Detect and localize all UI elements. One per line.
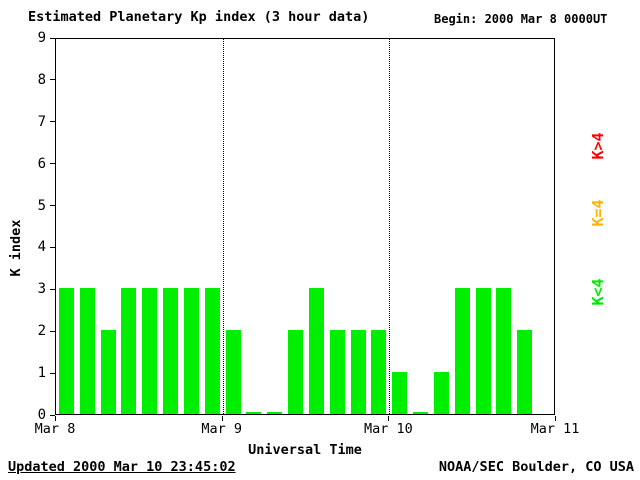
x-tick-label: Mar 8 [34, 421, 76, 437]
x-tick-mark [221, 416, 223, 421]
y-tick-label: 8 [37, 71, 46, 88]
y-tick-label: 3 [37, 281, 46, 298]
y-tick-mark [50, 288, 55, 290]
y-tick-mark [50, 246, 55, 248]
kp-bar [454, 288, 470, 414]
plot-area [55, 38, 555, 415]
kp-bar [79, 288, 95, 414]
y-tick-label: 2 [37, 323, 46, 340]
y-tick-mark [50, 121, 55, 123]
x-tick-mark [55, 416, 56, 421]
y-tick-mark [50, 205, 55, 207]
kp-bar [163, 288, 179, 414]
day-boundary-gridline [222, 39, 224, 414]
x-tick-mark [555, 416, 556, 421]
kp-bar [496, 288, 512, 414]
y-tick-mark [50, 330, 55, 332]
legend-k-equal-4: K=4 [589, 199, 607, 227]
kp-bar [413, 411, 429, 414]
y-tick-label: 6 [37, 155, 46, 172]
x-axis-label: Universal Time [248, 442, 362, 458]
kp-bar [288, 330, 304, 414]
kp-bar [58, 288, 74, 414]
x-tick-label: Mar 10 [363, 421, 413, 437]
kp-bar [183, 288, 199, 414]
y-tick-label: 7 [37, 113, 46, 130]
y-tick-label: 5 [37, 197, 46, 214]
y-tick-label: 1 [37, 365, 46, 382]
kp-bar [142, 288, 158, 414]
y-tick-mark [50, 372, 55, 374]
y-tick-mark [50, 163, 55, 165]
kp-bar [225, 330, 241, 414]
y-tick-mark [50, 414, 55, 416]
kp-bar [350, 330, 366, 414]
legend-k-above-4: K>4 [589, 132, 607, 160]
kp-bar [308, 288, 324, 414]
x-tick-mark [388, 416, 390, 421]
y-tick-label: 4 [37, 239, 46, 256]
x-tick-label: Mar 11 [530, 421, 580, 437]
y-tick-mark [50, 37, 55, 39]
source-credit: NOAA/SEC Boulder, CO USA [438, 459, 634, 475]
day-boundary-gridline [389, 39, 391, 414]
x-tick-label: Mar 9 [201, 421, 242, 437]
kp-bar [246, 411, 262, 414]
y-tick-label: 0 [37, 407, 46, 423]
y-tick-mark [50, 79, 55, 81]
kp-bar [517, 330, 533, 414]
kp-bar [100, 330, 116, 414]
kp-bar [392, 372, 408, 414]
kp-bar [329, 330, 345, 414]
kp-bar [121, 288, 137, 414]
kp-bar [475, 288, 491, 414]
kp-bar [204, 288, 220, 414]
begin-timestamp: Begin: 2000 Mar 8 0000UT [434, 12, 608, 26]
y-tick-label: 9 [37, 30, 46, 46]
kp-bar [433, 372, 449, 414]
chart-title: Estimated Planetary Kp index (3 hour dat… [28, 9, 370, 25]
kp-bar [267, 411, 283, 414]
legend-k-below-4: K<4 [589, 278, 607, 306]
updated-timestamp: Updated 2000 Mar 10 23:45:02 [8, 459, 236, 475]
kp-bar [371, 330, 387, 414]
